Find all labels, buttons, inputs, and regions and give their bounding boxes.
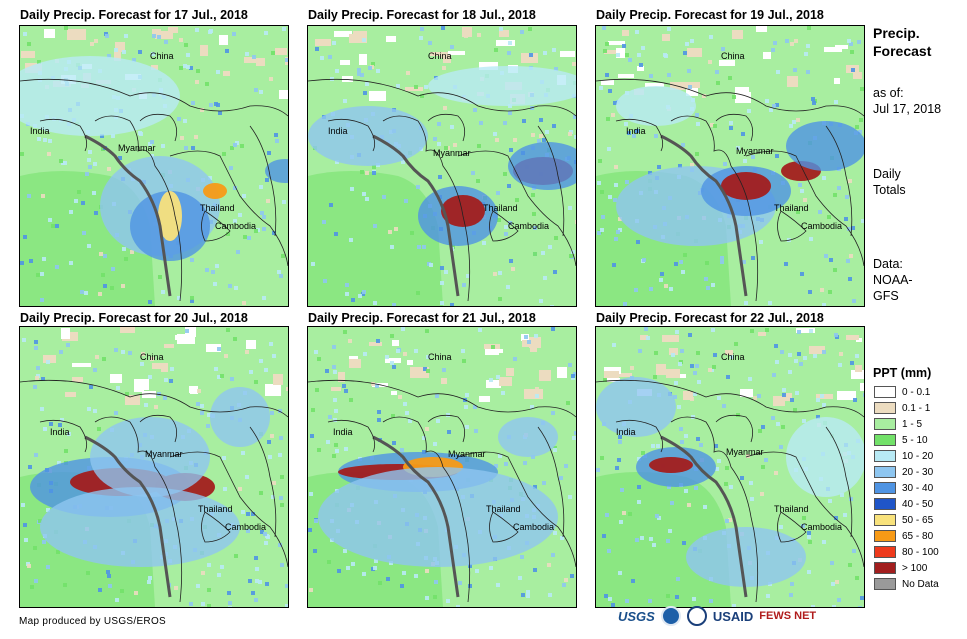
map-label-india: India (328, 126, 348, 136)
legend-swatch (874, 418, 896, 430)
map-label-china: China (721, 352, 745, 362)
panel-title-2: Daily Precip. Forecast for 18 Jul., 2018 (308, 8, 536, 22)
legend-swatch (874, 530, 896, 542)
logo-strip: USGS USAID FEWS NET (618, 606, 816, 626)
legend-item: 50 - 65 (874, 512, 939, 528)
map-label-china: China (721, 51, 745, 61)
legend-swatch (874, 482, 896, 494)
legend-swatch (874, 434, 896, 446)
legend-item: 30 - 40 (874, 480, 939, 496)
legend-label: 40 - 50 (902, 498, 934, 510)
map-label-myanmar: Myanmar (726, 447, 764, 457)
legend-swatch (874, 402, 896, 414)
map-credit: Map produced by USGS/EROS (19, 616, 167, 627)
legend-label: > 100 (902, 562, 928, 574)
map-label-cambodia: Cambodia (215, 221, 256, 231)
legend-item: No Data (874, 576, 939, 592)
map-label-myanmar: Myanmar (448, 449, 486, 459)
usaid-seal-icon (686, 606, 707, 626)
data-source: Data: NOAA- GFS (873, 257, 913, 303)
legend-title: PPT (mm) (873, 366, 932, 380)
legend-label: 0.1 - 1 (902, 402, 931, 414)
map-panel-4: China India Myanmar Thailand Cambodia (19, 326, 289, 608)
map-label-cambodia: Cambodia (801, 221, 842, 231)
legend-label: 80 - 100 (902, 546, 939, 558)
usaid-logo: USAID (712, 608, 754, 624)
map-label-india: India (616, 427, 636, 437)
daily-totals-note: Daily Totals (873, 167, 906, 197)
legend-swatch (874, 386, 896, 398)
map-label-thailand: Thailand (198, 504, 233, 514)
legend-item: 1 - 5 (874, 416, 939, 432)
legend-label: No Data (902, 578, 939, 590)
map-label-cambodia: Cambodia (225, 522, 266, 532)
fews-net-logo: FEWS NET (759, 610, 817, 622)
legend-item: 80 - 100 (874, 544, 939, 560)
map-label-china: China (428, 51, 452, 61)
legend-swatch (874, 466, 896, 478)
legend-item: 0 - 0.1 (874, 384, 939, 400)
map-label-myanmar: Myanmar (736, 146, 774, 156)
map-label-cambodia: Cambodia (513, 522, 554, 532)
map-panel-2: China India Myanmar Thailand Cambodia (307, 25, 577, 307)
panel-title-3: Daily Precip. Forecast for 19 Jul., 2018 (596, 8, 824, 22)
panel-title-4: Daily Precip. Forecast for 20 Jul., 2018 (20, 311, 248, 325)
legend-item: 20 - 30 (874, 464, 939, 480)
map-label-myanmar: Myanmar (145, 449, 183, 459)
map-panel-5: China India Myanmar Thailand Cambodia (307, 326, 577, 608)
legend-label: 0 - 0.1 (902, 386, 931, 398)
map-panel-1: China India Myanmar Thailand Cambodia (19, 25, 289, 307)
panel-title-1: Daily Precip. Forecast for 17 Jul., 2018 (20, 8, 248, 22)
map-label-china: China (150, 51, 174, 61)
map-label-thailand: Thailand (483, 203, 518, 213)
legend-label: 10 - 20 (902, 450, 934, 462)
map-label-india: India (626, 126, 646, 136)
usgs-logo: USGS (618, 608, 655, 624)
legend-item: 10 - 20 (874, 448, 939, 464)
as-of-date: as of: Jul 17, 2018 (873, 86, 942, 116)
legend-label: 30 - 40 (902, 482, 934, 494)
legend-swatch (874, 498, 896, 510)
map-label-thailand: Thailand (200, 203, 235, 213)
legend-label: 1 - 5 (902, 418, 923, 430)
panel-title-5: Daily Precip. Forecast for 21 Jul., 2018 (308, 311, 536, 325)
legend-label: 65 - 80 (902, 530, 934, 542)
map-label-thailand: Thailand (486, 504, 521, 514)
map-label-cambodia: Cambodia (508, 221, 549, 231)
map-label-thailand: Thailand (774, 504, 809, 514)
map-label-india: India (50, 427, 70, 437)
legend-item: 5 - 10 (874, 432, 939, 448)
legend-item: 65 - 80 (874, 528, 939, 544)
panel-title-6: Daily Precip. Forecast for 22 Jul., 2018 (596, 311, 824, 325)
map-label-myanmar: Myanmar (118, 143, 156, 153)
sidebar-title: Precip. Forecast (873, 25, 932, 59)
legend-item: 40 - 50 (874, 496, 939, 512)
legend-item: 0.1 - 1 (874, 400, 939, 416)
map-label-india: India (30, 126, 50, 136)
legend-label: 20 - 30 (902, 466, 934, 478)
legend-item: > 100 (874, 560, 939, 576)
map-panel-6: China India Myanmar Thailand Cambodia (595, 326, 865, 608)
map-label-thailand: Thailand (774, 203, 809, 213)
map-label-myanmar: Myanmar (433, 148, 471, 158)
legend-swatch (874, 450, 896, 462)
legend: 0 - 0.1 0.1 - 1 1 - 5 5 - 10 10 - 20 20 - 30 3… (874, 384, 939, 592)
legend-label: 50 - 65 (902, 514, 934, 526)
map-label-china: China (428, 352, 452, 362)
legend-label: 5 - 10 (902, 434, 928, 446)
legend-swatch (874, 514, 896, 526)
legend-swatch (874, 578, 896, 590)
legend-swatch (874, 546, 896, 558)
legend-swatch (874, 562, 896, 574)
map-label-china: China (140, 352, 164, 362)
map-label-india: India (333, 427, 353, 437)
map-label-cambodia: Cambodia (801, 522, 842, 532)
noaa-logo-icon (660, 606, 681, 626)
map-panel-3: China India Myanmar Thailand Cambodia (595, 25, 865, 307)
